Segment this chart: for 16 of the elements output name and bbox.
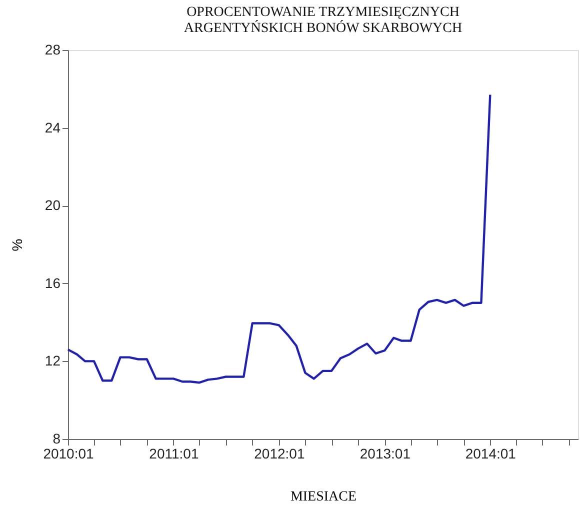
x-tick-label: 2011:01 bbox=[149, 446, 199, 462]
y-tick-label: 16 bbox=[44, 274, 61, 291]
y-tick-label: 12 bbox=[44, 352, 61, 369]
y-tick-label: 8 bbox=[52, 430, 61, 446]
x-tick-label: 2013:01 bbox=[360, 446, 411, 462]
x-tick-label: 2012:01 bbox=[254, 446, 305, 462]
x-tick-label: 2014:01 bbox=[465, 446, 516, 462]
x-tick-label: 2010:01 bbox=[43, 446, 94, 462]
y-tick-label: 28 bbox=[44, 42, 61, 58]
x-axis-title: MIESIACE bbox=[290, 490, 357, 504]
text: ARGENTYŃSKICH BONÓW SKARBOWYCH bbox=[184, 21, 462, 36]
y-tick-label: 24 bbox=[44, 119, 61, 136]
y-tick-label: 20 bbox=[44, 197, 61, 214]
y-axis-title: % bbox=[8, 238, 25, 252]
text: OPROCENTOWANIE TRZYMIESIĘCZNYCH bbox=[186, 5, 460, 20]
line-series bbox=[66, 94, 492, 384]
